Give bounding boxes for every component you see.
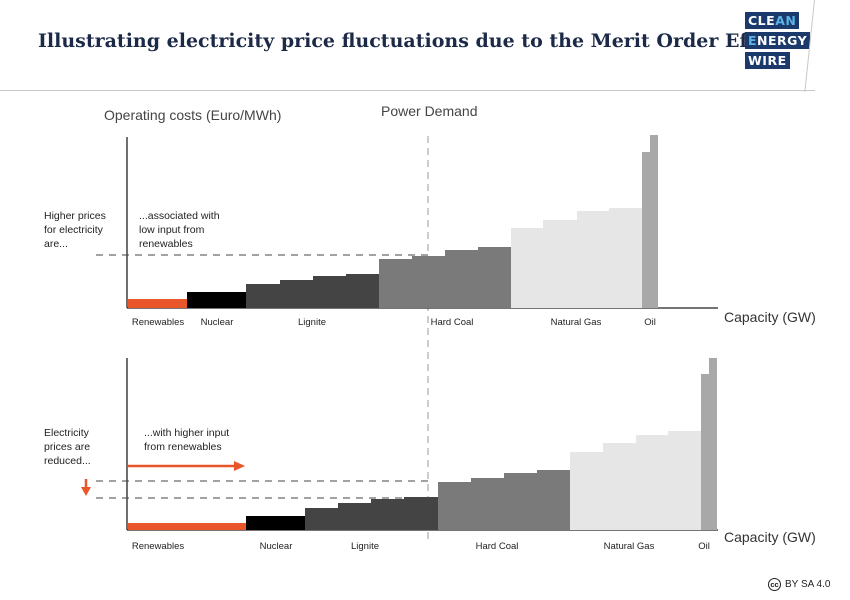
note-line: Electricity [44, 427, 90, 439]
oil-bar-step [650, 135, 658, 308]
hard-coal-bar-step [438, 482, 471, 530]
category-label: Renewables [132, 317, 185, 328]
category-label: Nuclear [260, 541, 293, 552]
note-line: ...associated with [139, 210, 220, 222]
hard-coal-bar-step [471, 478, 504, 530]
note-line: low input from [139, 224, 205, 236]
category-label: Nuclear [201, 317, 234, 328]
logo-text-energy-a: E [748, 33, 758, 48]
note-line: are... [44, 238, 68, 250]
creative-commons-icon: cc [768, 578, 781, 591]
lignite-bar-step [346, 274, 379, 308]
logo-text-clean-a: CLE [748, 13, 776, 28]
logo-text-clean-b: AN [775, 13, 797, 28]
category-label: Lignite [298, 317, 326, 328]
lignite-bar-step [246, 284, 280, 308]
logo-line-2: ENERGY [745, 32, 811, 49]
natural-gas-bar-step [570, 452, 603, 530]
top-x-axis-label: Capacity (GW) [724, 309, 816, 325]
category-label: Hard Coal [431, 317, 474, 328]
top-inner-note: ...associated with low input from renewa… [139, 210, 220, 250]
oil-bar-step [642, 152, 650, 308]
bottom-bars [128, 358, 717, 530]
lignite-bar-step [305, 508, 338, 530]
oil-bar-step [701, 374, 709, 530]
panel-bottom: Renewables Nuclear Lignite Hard Coal Natural… [44, 358, 816, 552]
note-line: renewables [139, 238, 193, 250]
lignite-bar-step [313, 276, 346, 308]
oil-bar-step [709, 358, 717, 530]
bottom-left-note: Electricity prices are reduced... [44, 427, 91, 467]
category-label: Oil [698, 541, 710, 552]
natural-gas-bar-step [609, 208, 642, 308]
hard-coal-bar-step [445, 250, 478, 308]
natural-gas-bar-step [543, 220, 577, 308]
price-down-arrow [81, 479, 91, 496]
nuclear-bar-step [246, 516, 305, 530]
demand-label: Power Demand [381, 103, 478, 119]
natural-gas-bar-step [577, 211, 609, 308]
hard-coal-bar-step [504, 473, 537, 530]
note-line: Higher prices [44, 210, 106, 222]
nuclear-bar-step [187, 292, 246, 308]
natural-gas-bar-step [603, 443, 636, 530]
merit-order-diagram: Operating costs (Euro/MWh) Power Demand … [44, 103, 816, 552]
top-left-note: Higher prices for electricity are... [44, 210, 106, 250]
category-label: Renewables [132, 541, 185, 552]
category-label: Lignite [351, 541, 379, 552]
category-label: Natural Gas [551, 317, 602, 328]
note-line: from renewables [144, 441, 222, 453]
y-axis-label: Operating costs (Euro/MWh) [104, 107, 281, 123]
bottom-inner-note: ...with higher input from renewables [144, 427, 229, 453]
lignite-bar-step [404, 497, 438, 530]
renewables-bar-step [128, 523, 246, 530]
note-line: ...with higher input [144, 427, 229, 439]
license-text: BY SA 4.0 [785, 579, 831, 590]
shift-right-arrow [128, 461, 245, 471]
hard-coal-bar-step [379, 259, 412, 308]
note-line: prices are [44, 441, 90, 453]
license-badge: cc BY SA 4.0 [768, 578, 830, 591]
note-line: for electricity [44, 224, 104, 236]
bottom-x-axis-label: Capacity (GW) [724, 529, 816, 545]
header: Illustrating electricity price fluctuati… [0, 0, 850, 92]
hard-coal-bar-step [478, 247, 511, 308]
header-divider [0, 90, 815, 91]
category-label: Oil [644, 317, 656, 328]
lignite-bar-step [371, 499, 404, 530]
hard-coal-bar-step [412, 256, 445, 308]
note-line: reduced... [44, 455, 91, 467]
clean-energy-wire-logo: CLEAN ENERGY WIRE [745, 12, 811, 72]
hard-coal-bar-step [537, 470, 570, 530]
logo-line-3: WIRE [745, 52, 790, 69]
natural-gas-bar-step [511, 228, 543, 308]
bottom-category-labels: Renewables Nuclear Lignite Hard Coal Natural… [132, 541, 710, 552]
natural-gas-bar-step [636, 435, 668, 530]
lignite-bar-step [280, 280, 313, 308]
category-label: Hard Coal [476, 541, 519, 552]
arrow-head [234, 461, 245, 471]
logo-line-1: CLEAN [745, 12, 800, 29]
logo-text-energy-b: NERGY [757, 33, 808, 48]
top-category-labels: Renewables Nuclear Lignite Hard Coal Natural… [132, 317, 656, 328]
top-bars [128, 135, 658, 308]
page-title: Illustrating electricity price fluctuati… [38, 30, 788, 52]
natural-gas-bar-step [668, 431, 701, 530]
lignite-bar-step [338, 503, 371, 530]
renewables-bar-step [128, 299, 187, 308]
panel-top: Renewables Nuclear Lignite Hard Coal Natural… [44, 135, 816, 328]
category-label: Natural Gas [604, 541, 655, 552]
arrow-head [81, 487, 91, 496]
